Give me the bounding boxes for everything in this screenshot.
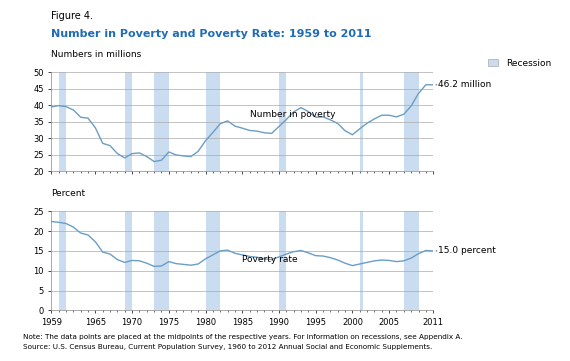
Bar [404, 211, 418, 310]
Text: Poverty rate: Poverty rate [242, 255, 298, 264]
Text: Note: The data points are placed at the midpoints of the respective years. For i: Note: The data points are placed at the … [23, 334, 462, 340]
Bar [125, 211, 132, 310]
Bar [125, 72, 132, 171]
Bar [404, 72, 418, 171]
Bar [206, 72, 220, 171]
Legend: Recession: Recession [487, 59, 551, 68]
Text: Numbers in millions: Numbers in millions [51, 50, 141, 59]
Text: 46.2 million: 46.2 million [438, 80, 491, 89]
Text: Percent: Percent [51, 189, 86, 198]
Text: Number in Poverty and Poverty Rate: 1959 to 2011: Number in Poverty and Poverty Rate: 1959… [51, 29, 372, 39]
Text: 15.0 percent: 15.0 percent [438, 247, 495, 255]
Text: Source: U.S. Census Bureau, Current Population Survey, 1960 to 2012 Annual Socia: Source: U.S. Census Bureau, Current Popu… [23, 344, 432, 350]
Bar [154, 211, 169, 310]
Bar [59, 211, 66, 310]
Bar [360, 72, 364, 171]
Bar [279, 211, 286, 310]
Bar [206, 211, 220, 310]
Bar [59, 72, 66, 171]
Bar [360, 211, 364, 310]
Bar [279, 72, 286, 171]
Text: Figure 4.: Figure 4. [51, 11, 93, 21]
Text: Number in poverty: Number in poverty [250, 110, 335, 119]
Bar [154, 72, 169, 171]
